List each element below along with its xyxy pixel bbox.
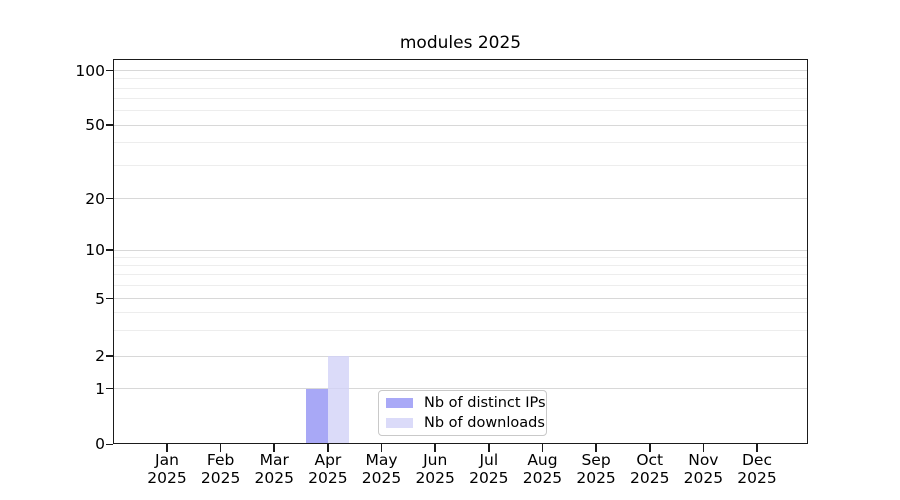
y-tick-label-0: 0 <box>95 435 105 454</box>
x-tick-label-jul: Jul 2025 <box>457 451 521 487</box>
chart-title: modules 2025 <box>399 33 522 53</box>
x-tick-year: 2025 <box>361 469 402 487</box>
y-tick-mark-0 <box>106 443 113 446</box>
x-tick-mark-jun <box>434 444 436 452</box>
y-tick-mark-50 <box>106 124 113 126</box>
y-tick-label-100: 100 <box>75 61 105 80</box>
y-tick-mark-5 <box>106 297 113 300</box>
y-tick-label-20: 20 <box>85 189 105 208</box>
x-tick-mark-oct <box>648 444 651 452</box>
x-tick-month: Jun <box>423 451 448 469</box>
legend: Nb of distinct IPs Nb of downloads <box>378 390 547 436</box>
x-tick-mark-sep <box>595 444 597 452</box>
x-tick-label-nov: Nov 2025 <box>671 451 735 487</box>
legend-item-downloads: Nb of downloads <box>386 415 545 432</box>
x-tick-year: 2025 <box>576 469 616 487</box>
x-tick-mark-aug <box>541 444 544 452</box>
x-tick-mark-nov <box>702 444 705 452</box>
x-tick-label-feb: Feb 2025 <box>189 451 253 487</box>
x-tick-label-sep: Sep 2025 <box>564 451 628 487</box>
x-tick-label-aug: Aug 2025 <box>510 451 574 487</box>
gridline-minor-60 <box>114 110 807 112</box>
y-tick-label-2: 2 <box>95 347 105 365</box>
x-tick-label-dec: Dec 2025 <box>725 451 789 487</box>
gridline-minor-7 <box>114 274 807 276</box>
legend-swatch-distinct-ips <box>386 398 413 408</box>
gridline-minor-9 <box>114 256 807 258</box>
x-tick-year: 2025 <box>200 469 241 487</box>
x-tick-month: Nov <box>688 451 719 469</box>
gridline-minor-40 <box>114 142 807 144</box>
x-tick-month: Apr <box>314 451 342 469</box>
x-tick-label-mar: Mar 2025 <box>242 451 306 487</box>
y-tick-mark-100 <box>106 69 113 72</box>
gridline-major-10 <box>114 249 807 251</box>
x-tick-year: 2025 <box>415 469 455 487</box>
y-tick-mark-1 <box>106 387 113 390</box>
x-tick-year: 2025 <box>737 469 777 487</box>
x-tick-label-oct: Oct 2025 <box>618 451 682 487</box>
x-tick-label-jan: Jan 2025 <box>135 451 199 487</box>
legend-swatch-downloads <box>386 418 413 428</box>
y-tick-label-50: 50 <box>85 116 105 134</box>
x-tick-mark-mar <box>273 444 276 452</box>
x-tick-mark-apr <box>327 444 329 452</box>
gridline-minor-4 <box>114 312 807 313</box>
legend-label-downloads: Nb of downloads <box>424 414 545 431</box>
gridline-minor-70 <box>114 98 807 100</box>
gridline-minor-90 <box>114 78 807 80</box>
x-tick-month: May <box>365 451 398 469</box>
gridline-minor-8 <box>114 265 807 267</box>
x-tick-year: 2025 <box>254 469 294 487</box>
x-tick-month: Feb <box>206 451 235 469</box>
x-tick-month: Oct <box>636 451 664 469</box>
x-tick-mark-jul <box>488 444 490 452</box>
bar-nb-of-downloads-apr <box>327 356 350 445</box>
gridline-minor-3 <box>114 330 807 332</box>
x-tick-year: 2025 <box>308 469 348 487</box>
gridline-minor-30 <box>114 165 807 167</box>
legend-item-distinct-ips: Nb of distinct IPs <box>386 395 546 412</box>
y-tick-label-1: 1 <box>95 379 105 398</box>
x-tick-label-jun: Jun 2025 <box>403 451 467 487</box>
y-tick-mark-2 <box>106 355 113 357</box>
gridline-major-20 <box>114 198 807 199</box>
x-tick-month: Mar <box>259 451 289 469</box>
x-tick-year: 2025 <box>522 469 563 487</box>
plot-area-border <box>113 59 808 444</box>
gridline-major-5 <box>114 298 807 299</box>
gridline-minor-6 <box>114 285 807 287</box>
x-tick-month: Jul <box>479 451 499 469</box>
gridline-major-100 <box>114 70 807 71</box>
y-tick-mark-10 <box>106 249 113 251</box>
x-tick-month: Jan <box>155 451 179 469</box>
legend-label-distinct-ips: Nb of distinct IPs <box>424 394 546 411</box>
x-tick-year: 2025 <box>469 469 509 487</box>
gridline-major-1 <box>114 388 807 389</box>
x-tick-year: 2025 <box>147 469 187 487</box>
x-tick-month: Aug <box>527 451 558 469</box>
x-tick-mark-jan <box>166 444 168 452</box>
x-tick-month: Sep <box>581 451 611 469</box>
y-tick-mark-20 <box>106 197 113 200</box>
x-tick-mark-dec <box>756 444 758 452</box>
x-tick-label-apr: Apr 2025 <box>296 451 360 487</box>
x-tick-mark-may <box>380 444 383 452</box>
gridline-minor-80 <box>114 87 807 89</box>
y-tick-label-5: 5 <box>95 289 105 308</box>
x-tick-year: 2025 <box>629 469 670 487</box>
gridline-major-2 <box>114 355 807 357</box>
x-tick-mark-feb <box>219 444 222 452</box>
x-tick-label-may: May 2025 <box>350 451 414 487</box>
x-tick-month: Dec <box>742 451 772 469</box>
bar-nb-of-distinct-ips-apr <box>306 388 328 445</box>
x-tick-year: 2025 <box>683 469 724 487</box>
gridline-major-50 <box>114 124 807 126</box>
y-tick-label-10: 10 <box>85 241 105 259</box>
